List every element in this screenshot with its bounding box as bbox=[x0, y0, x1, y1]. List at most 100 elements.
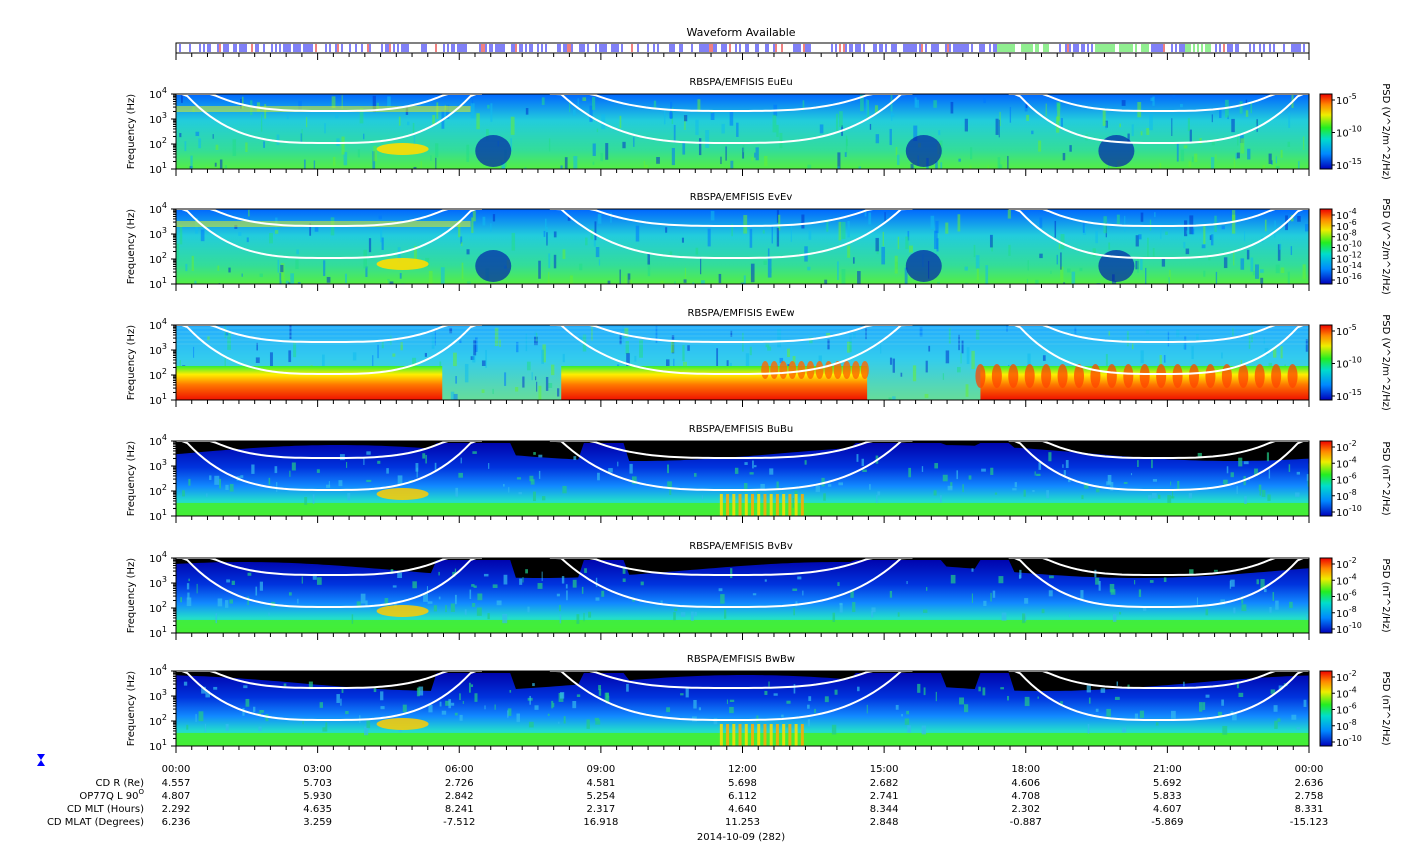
cyclotron-curve bbox=[176, 558, 1309, 608]
ephemeris-value: 2.842 bbox=[445, 791, 474, 802]
spectrogram-panel: RBSPA/EMFISIS EvEv Frequency (Hz) 101 102 10… bbox=[126, 192, 1391, 295]
ephemeris-value: 5.254 bbox=[587, 791, 616, 802]
colorbar bbox=[1319, 93, 1333, 170]
colorbar-tick-label: 10-8 bbox=[1336, 718, 1357, 733]
ephemeris-value: 4.607 bbox=[1153, 804, 1182, 815]
y-tick-label: 104 bbox=[149, 201, 167, 216]
colorbar-tick-label: 10-4 bbox=[1336, 455, 1357, 470]
cyclotron-curve bbox=[176, 441, 1309, 459]
ephemeris-label: CD MLT (Hours) bbox=[67, 804, 144, 815]
spectrogram-panel: RBSPA/EMFISIS BvBv Frequency (Hz) 101 102 10… bbox=[126, 541, 1391, 640]
colorbar-tick-label: 10-2 bbox=[1336, 556, 1357, 571]
ephemeris-value: -0.887 bbox=[1010, 817, 1042, 828]
ephemeris-value: 2.726 bbox=[445, 778, 474, 789]
y-tick-label: 101 bbox=[149, 508, 167, 523]
y-tick-label: 101 bbox=[149, 625, 167, 640]
cyclotron-curve bbox=[176, 671, 1309, 689]
date-label: 2014-10-09 (282) bbox=[697, 832, 785, 843]
ephemeris-value: 2.682 bbox=[870, 778, 899, 789]
panel-title: RBSPA/EMFISIS EwEw bbox=[687, 308, 794, 319]
cyclotron-curve bbox=[176, 94, 1309, 144]
x-tick-label: 15:00 bbox=[870, 764, 899, 775]
ephemeris-value: 8.241 bbox=[445, 804, 474, 815]
colorbar-tick-label: 10-6 bbox=[1336, 589, 1357, 604]
colorbar-label: PSD (V^2/m^2/Hz) bbox=[1380, 198, 1391, 295]
y-tick-label: 103 bbox=[149, 458, 167, 473]
x-tick-label: 12:00 bbox=[728, 764, 757, 775]
colorbar-tick-label: 10-10 bbox=[1336, 621, 1362, 636]
y-tick-label: 104 bbox=[149, 663, 167, 678]
ephemeris-value: 4.557 bbox=[162, 778, 191, 789]
ephemeris-value: 3.259 bbox=[303, 817, 332, 828]
colorbar-tick-label: 10-10 bbox=[1336, 125, 1362, 140]
colorbar-tick-label: 10-10 bbox=[1336, 504, 1362, 519]
ephemeris-value: 5.703 bbox=[303, 778, 332, 789]
ephemeris-value: 4.606 bbox=[1011, 778, 1040, 789]
colorbar-tick-label: 10-2 bbox=[1336, 439, 1357, 454]
colorbar-tick-label: 10-4 bbox=[1336, 685, 1357, 700]
spectrogram-image bbox=[176, 325, 1309, 400]
colorbar bbox=[1319, 557, 1333, 634]
cyclotron-curve bbox=[176, 671, 1309, 721]
y-axis-label: Frequency (Hz) bbox=[126, 441, 137, 517]
x-tick-label: 03:00 bbox=[303, 764, 332, 775]
spectrogram-image bbox=[176, 671, 1309, 746]
ephemeris-value: 2.848 bbox=[870, 817, 899, 828]
y-tick-label: 102 bbox=[149, 483, 167, 498]
cyclotron-curve bbox=[176, 94, 1309, 112]
x-tick-label: 00:00 bbox=[1295, 764, 1324, 775]
colorbar-label: PSD (V^2/m^2/Hz) bbox=[1380, 83, 1391, 180]
cyclotron-curve bbox=[176, 325, 1309, 343]
colorbar-tick-label: 10-5 bbox=[1336, 92, 1357, 107]
y-tick-label: 101 bbox=[149, 276, 167, 291]
colorbar-tick-label: 10-10 bbox=[1336, 734, 1362, 749]
spectrogram-image bbox=[176, 441, 1309, 516]
waveform-title: Waveform Available bbox=[686, 26, 795, 39]
ephemeris-value: 5.833 bbox=[1153, 791, 1182, 802]
ephemeris-value: -7.512 bbox=[443, 817, 475, 828]
colorbar-tick-label: 10-15 bbox=[1336, 157, 1362, 172]
panel-title: RBSPA/EMFISIS BvBv bbox=[689, 541, 793, 552]
cyclotron-curve bbox=[176, 558, 1309, 576]
y-tick-label: 102 bbox=[149, 367, 167, 382]
x-tick-label: 00:00 bbox=[162, 764, 191, 775]
ephemeris-value: 5.692 bbox=[1153, 778, 1182, 789]
ephemeris-label: OP77Q L 90O bbox=[79, 788, 144, 802]
colorbar-tick-label: 10-6 bbox=[1336, 702, 1357, 717]
ephemeris-value: 6.236 bbox=[162, 817, 191, 828]
y-tick-label: 104 bbox=[149, 317, 167, 332]
ephemeris-value: 2.317 bbox=[587, 804, 616, 815]
ephemeris-value: 2.302 bbox=[1011, 804, 1040, 815]
waveform-availability-strip: Waveform Available bbox=[175, 26, 1310, 60]
spectrogram-panel: RBSPA/EMFISIS BuBu Frequency (Hz) 101 102 10… bbox=[126, 424, 1391, 523]
y-axis-label: Frequency (Hz) bbox=[126, 671, 137, 747]
spectrogram-image bbox=[176, 558, 1309, 633]
colorbar-tick-label: 10-2 bbox=[1336, 669, 1357, 684]
colorbar-tick-label: 10-6 bbox=[1336, 472, 1357, 487]
spectrogram-panels: RBSPA/EMFISIS EuEu Frequency (Hz) 101 102 10… bbox=[126, 77, 1391, 753]
colorbar-label: PSD (nT^2/Hz) bbox=[1380, 671, 1391, 745]
ephemeris-value: 4.708 bbox=[1011, 791, 1040, 802]
y-tick-label: 103 bbox=[149, 688, 167, 703]
colorbar-tick-label: 10-5 bbox=[1336, 323, 1357, 338]
spectrogram-panel: RBSPA/EMFISIS BwBw Frequency (Hz) 101 102 10… bbox=[126, 654, 1391, 753]
hourglass-icon bbox=[37, 754, 45, 766]
ephemeris-value: 8.344 bbox=[870, 804, 899, 815]
y-tick-label: 101 bbox=[149, 392, 167, 407]
panel-title: RBSPA/EMFISIS EuEu bbox=[689, 77, 792, 88]
ephemeris-value: 4.807 bbox=[162, 791, 191, 802]
colorbar-tick-label: 10-10 bbox=[1336, 356, 1362, 371]
colorbar-label: PSD (nT^2/Hz) bbox=[1380, 558, 1391, 632]
ephemeris-value: 4.581 bbox=[587, 778, 616, 789]
colorbar bbox=[1319, 208, 1333, 285]
spectrogram-panel: RBSPA/EMFISIS EuEu Frequency (Hz) 101 102 10… bbox=[126, 77, 1391, 180]
waveform-ticks bbox=[175, 53, 1310, 60]
colorbar bbox=[1319, 324, 1333, 401]
y-axis-label: Frequency (Hz) bbox=[126, 209, 137, 285]
cyclotron-curve bbox=[176, 441, 1309, 491]
ephemeris-table: CD R (Re) 4.557 5.703 2.726 4.581 5.698 2.682 4… bbox=[47, 778, 1328, 828]
x-tick-label: 21:00 bbox=[1153, 764, 1182, 775]
colorbar bbox=[1319, 440, 1333, 517]
ephemeris-value: 2.292 bbox=[162, 804, 191, 815]
y-tick-label: 104 bbox=[149, 550, 167, 565]
